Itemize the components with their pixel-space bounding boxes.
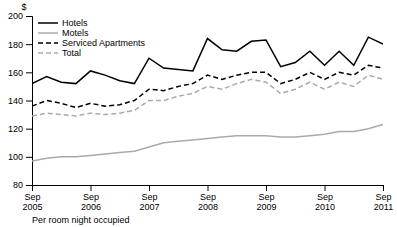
x-tick-label-line: Sep — [24, 192, 40, 202]
chart-svg: 80100120140160180200Sep2005Sep2006Sep200… — [0, 0, 397, 227]
x-tick: Sep2011 — [374, 185, 393, 212]
y-tick-label: 80 — [13, 180, 23, 190]
y-tick-label: 200 — [8, 11, 23, 21]
x-tick-label: Sep2006 — [81, 192, 101, 212]
x-tick-label: Sep2009 — [256, 192, 276, 212]
y-tick: 80 — [13, 180, 32, 190]
x-tick: Sep2007 — [139, 185, 159, 212]
x-tick-label-line: 2006 — [81, 202, 101, 212]
y-tick-mark — [26, 157, 32, 158]
y-tick-label: 100 — [8, 152, 23, 162]
y-tick-mark — [26, 72, 32, 73]
x-tick: Sep2006 — [81, 185, 101, 212]
x-tick-mark — [383, 185, 384, 191]
y-tick: 120 — [8, 124, 32, 134]
series-line — [32, 37, 383, 83]
x-tick-label-line: 2010 — [315, 202, 335, 212]
y-tick-label: 140 — [8, 96, 23, 106]
x-tick-label-line: Sep — [258, 192, 274, 202]
x-tick: Sep2008 — [198, 185, 218, 212]
x-tick-label-line: 2008 — [198, 202, 218, 212]
x-tick-label-line: 2005 — [22, 202, 42, 212]
y-tick-label: 180 — [8, 40, 23, 50]
x-tick-mark — [32, 185, 33, 191]
x-tick-label: Sep2008 — [198, 192, 218, 212]
x-tick-mark — [149, 185, 150, 191]
series-line — [32, 124, 383, 161]
legend-label: Hotels — [62, 18, 88, 28]
x-tick-label-line: 2011 — [374, 202, 393, 212]
x-tick-label-line: Sep — [200, 192, 216, 202]
x-tick-label-line: 2009 — [256, 202, 276, 212]
legend-item: Serviced Apartments — [38, 38, 146, 48]
x-tick-mark — [208, 185, 209, 191]
x-tick-mark — [266, 185, 267, 191]
y-tick-mark — [26, 101, 32, 102]
annotation: Per room night occupied — [32, 215, 130, 225]
y-tick: 100 — [8, 152, 32, 162]
legend-swatch — [38, 52, 58, 54]
x-tick-label: Sep2011 — [374, 192, 393, 212]
legend-swatch — [38, 22, 58, 24]
legend-label: Motels — [62, 28, 89, 38]
y-tick: 140 — [8, 96, 32, 106]
x-tick-label: Sep2007 — [139, 192, 159, 212]
y-tick-mark — [26, 16, 32, 17]
x-tick-label-line: Sep — [83, 192, 99, 202]
legend-item: Hotels — [38, 18, 88, 28]
x-axis-line — [33, 186, 384, 192]
y-axis-line — [26, 17, 33, 186]
series-line — [32, 75, 383, 116]
legend: HotelsMotelsServiced ApartmentsTotal — [38, 18, 146, 58]
y-tick-label: 160 — [8, 68, 23, 78]
x-tick: Sep2005 — [22, 185, 42, 212]
x-tick: Sep2010 — [315, 185, 335, 212]
y-tick: 180 — [8, 40, 32, 50]
plot-area: 80100120140160180200Sep2005Sep2006Sep200… — [8, 11, 393, 212]
x-tick-label-line: Sep — [317, 192, 333, 202]
x-tick-label-line: Sep — [375, 192, 391, 202]
y-axis-label: $ — [21, 2, 26, 12]
y-tick-mark — [26, 44, 32, 45]
chart-container: 80100120140160180200Sep2005Sep2006Sep200… — [0, 0, 397, 227]
legend-label: Serviced Apartments — [62, 38, 146, 48]
y-axis: 80 100 120 140 160 180 200 — [8, 11, 33, 190]
x-tick-label: Sep2005 — [22, 192, 42, 212]
legend-swatch — [38, 32, 58, 34]
y-tick: 200 — [8, 11, 32, 21]
x-tick: Sep2009 — [256, 185, 276, 212]
x-tick-label-line: 2007 — [139, 202, 159, 212]
lines — [32, 37, 383, 161]
x-tick-label-line: Sep — [141, 192, 157, 202]
x-tick-label: Sep2010 — [315, 192, 335, 212]
legend-item: Motels — [38, 28, 89, 38]
y-tick-mark — [26, 185, 32, 186]
legend-label: Total — [62, 48, 81, 58]
y-tick: 160 — [8, 68, 32, 78]
x-axis: Sep2005Sep2006Sep2007Sep2008Sep2009Sep20… — [22, 185, 393, 212]
legend-swatch — [38, 42, 58, 44]
y-tick-mark — [26, 129, 32, 130]
x-tick-mark — [91, 185, 92, 191]
legend-item: Total — [38, 48, 81, 58]
x-tick-mark — [325, 185, 326, 191]
y-tick-label: 120 — [8, 124, 23, 134]
